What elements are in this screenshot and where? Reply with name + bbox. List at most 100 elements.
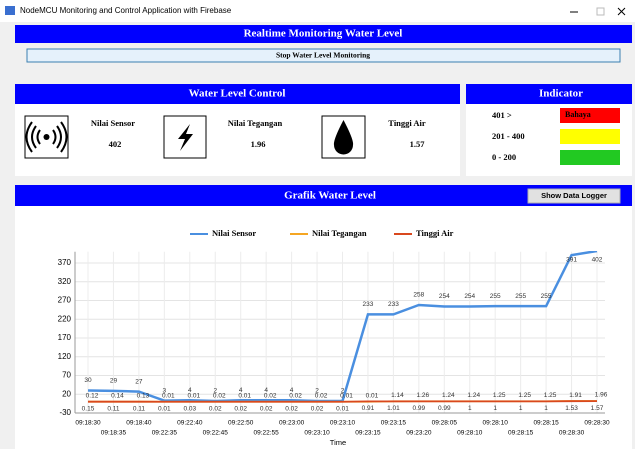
x-tick-label: 09:23:20	[406, 430, 432, 437]
indicator-title: Indicator	[539, 88, 583, 100]
y-tick-label: -30	[59, 408, 71, 417]
data-label: 1.24	[442, 392, 455, 399]
data-label: 0.02	[285, 405, 298, 412]
x-tick-label: 09:22:55	[253, 430, 279, 437]
x-tick-label: 09:18:40	[126, 420, 152, 427]
data-label: 1.25	[544, 392, 557, 399]
data-label: 2	[341, 388, 345, 395]
data-label: 0.01	[336, 405, 349, 412]
x-tick-label: 09:18:30	[75, 420, 101, 427]
data-label: 0.01	[340, 392, 353, 399]
x-tick-label: 09:22:35	[152, 430, 178, 437]
x-tick-label: 09:22:40	[177, 420, 203, 427]
data-label: 0.11	[107, 405, 120, 412]
item-label: Nilai Sensor	[91, 118, 135, 128]
maximize[interactable]	[596, 7, 605, 16]
data-label: 0.02	[209, 405, 222, 412]
x-tick-label: 09:28:15	[508, 430, 534, 437]
data-label: 258	[413, 292, 424, 299]
data-label: 254	[464, 293, 475, 300]
chart: -30 20 70 120 170 220 270 320 370 09:18:3009:18:3…	[58, 228, 610, 447]
legend-label: Tinggi Air	[416, 228, 454, 238]
x-tick-label: 09:23:15	[355, 430, 381, 437]
x-axis-title: Time	[330, 438, 346, 447]
data-label: 4	[188, 387, 192, 394]
data-label: 391	[566, 256, 577, 263]
data-label: 1	[544, 405, 548, 412]
stop-button[interactable]	[26, 48, 621, 63]
data-label: 0.01	[162, 392, 175, 399]
data-label: 254	[439, 293, 450, 300]
sensor-icon-waves	[25, 121, 68, 153]
legend-label: Nilai Tegangan	[312, 228, 367, 238]
indicator-header	[466, 84, 632, 104]
sensor-icon-dot	[43, 134, 50, 140]
close[interactable]	[617, 7, 626, 16]
x-tick-label: 09:22:45	[203, 430, 229, 437]
data-label: 0.03	[183, 405, 196, 412]
data-label: 0.13	[137, 392, 150, 399]
data-label: 1.96	[595, 392, 608, 399]
data-label: 233	[363, 301, 374, 308]
data-label: 255	[515, 293, 526, 300]
y-tick-label: 20	[62, 389, 71, 398]
item-value: 1.57	[410, 139, 426, 149]
data-label: 1.24	[467, 392, 480, 399]
data-label: 0.15	[82, 405, 95, 412]
data-label: 27	[135, 378, 143, 385]
data-label: 1.01	[387, 405, 400, 412]
data-label: 0.14	[111, 392, 124, 399]
data-label: 0.01	[366, 392, 379, 399]
x-tick-label: 09:23:10	[330, 420, 356, 427]
window-title: NodeMCU Monitoring and Control Applicati…	[20, 6, 232, 15]
indicator-swatch	[560, 108, 620, 123]
data-label: 0.02	[234, 405, 247, 412]
x-tick-label: 09:18:35	[101, 430, 127, 437]
y-tick-label: 370	[58, 258, 72, 267]
range-label: 401 >	[492, 110, 512, 120]
logger-button-label: Show Data Logger	[541, 191, 607, 200]
x-tick-label: 09:22:50	[228, 420, 254, 427]
data-label: 4	[239, 387, 243, 394]
data-label: 1	[493, 405, 497, 412]
indicator-swatch	[560, 129, 620, 144]
x-tick-label: 09:28:10	[483, 420, 509, 427]
data-label: 1.26	[417, 392, 430, 399]
legend-label: Nilai Sensor	[212, 228, 256, 238]
data-label: 0.02	[311, 405, 324, 412]
item-label: Nilai Tegangan	[228, 118, 283, 128]
data-label: 4	[290, 387, 294, 394]
data-label: 233	[388, 301, 399, 308]
data-label: 0.99	[438, 405, 451, 412]
data-label: 1.25	[493, 392, 506, 399]
x-tick-label: 09:28:10	[457, 430, 483, 437]
control-header	[15, 84, 460, 104]
app-icon	[5, 6, 15, 15]
title-bar	[0, 0, 635, 22]
data-label: 255	[490, 293, 501, 300]
x-tick-label: 09:23:10	[304, 430, 330, 437]
data-label: 0.01	[238, 392, 251, 399]
x-tick-label: 09:23:00	[279, 420, 305, 427]
data-label: 30	[84, 377, 92, 384]
data-label: 0.01	[158, 405, 171, 412]
data-label: 1.14	[391, 392, 404, 399]
indicator-rows: 401 > Bahaya 201 - 400 0 - 200	[492, 108, 620, 165]
x-tick-label: 09:28:30	[559, 430, 585, 437]
data-label: 0.99	[413, 405, 426, 412]
series-line	[87, 400, 598, 403]
indicator-swatch	[560, 150, 620, 165]
data-label: 1.25	[518, 392, 531, 399]
logger-button[interactable]	[527, 188, 621, 204]
data-label: 0.02	[260, 405, 273, 412]
item-value: 1.96	[251, 139, 266, 149]
x-tick-label: 09:28:15	[533, 420, 559, 427]
item-label: Tinggi Air	[388, 118, 426, 128]
data-label: 0.01	[187, 392, 200, 399]
control-title: Water Level Control	[189, 88, 286, 100]
data-label: 4	[264, 387, 268, 394]
item-value: 402	[109, 139, 122, 149]
data-label: 2	[315, 388, 319, 395]
data-label: 0.02	[315, 392, 328, 399]
